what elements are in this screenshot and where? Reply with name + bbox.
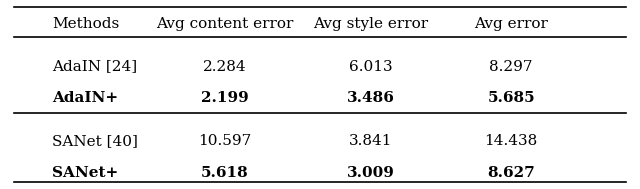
Text: 5.685: 5.685: [487, 91, 535, 105]
Text: AdaIN+: AdaIN+: [52, 91, 118, 105]
Text: Avg style error: Avg style error: [314, 17, 429, 31]
Text: Avg error: Avg error: [474, 17, 548, 31]
Text: SANet [40]: SANet [40]: [52, 134, 138, 148]
Text: AdaIN [24]: AdaIN [24]: [52, 60, 138, 74]
Text: SANet+: SANet+: [52, 166, 118, 180]
Text: 2.284: 2.284: [203, 60, 246, 74]
Text: 6.013: 6.013: [349, 60, 393, 74]
Text: 3.009: 3.009: [347, 166, 395, 180]
Text: Avg content error: Avg content error: [156, 17, 293, 31]
Text: 2.199: 2.199: [200, 91, 248, 105]
Text: 10.597: 10.597: [198, 134, 251, 148]
Text: Methods: Methods: [52, 17, 120, 31]
Text: 3.841: 3.841: [349, 134, 393, 148]
Text: 8.297: 8.297: [490, 60, 533, 74]
Text: 14.438: 14.438: [484, 134, 538, 148]
Text: 5.618: 5.618: [200, 166, 248, 180]
Text: 8.627: 8.627: [487, 166, 535, 180]
Text: 3.486: 3.486: [347, 91, 395, 105]
